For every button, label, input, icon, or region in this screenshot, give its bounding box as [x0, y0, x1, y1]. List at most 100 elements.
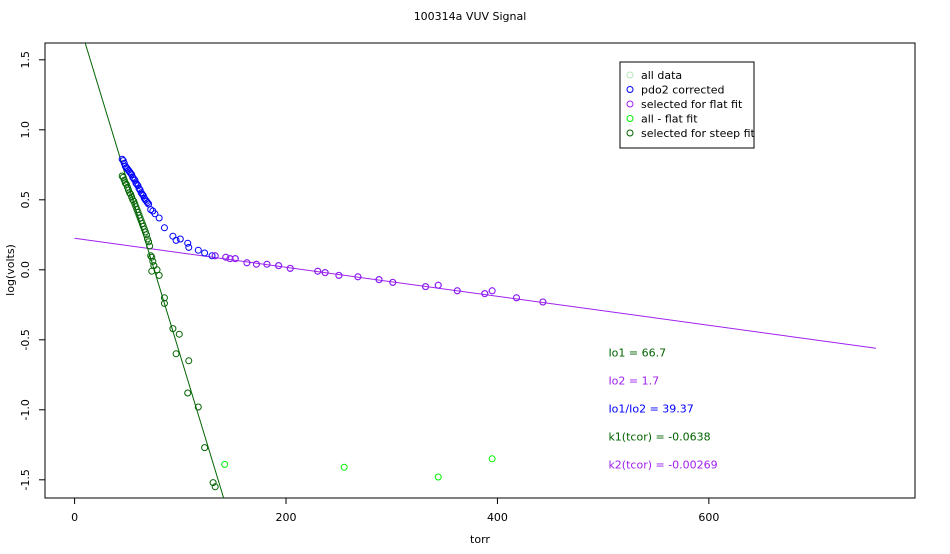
data-point	[146, 242, 154, 250]
data-point	[118, 172, 126, 180]
data-point	[314, 267, 322, 275]
data-points	[118, 155, 547, 491]
data-point	[375, 276, 383, 284]
y-axis: 1.5 1.0 0.5 0.0 -0.5 -1.0 -1.5	[19, 51, 45, 491]
fit-annotation: Io1 = 66.7	[608, 346, 666, 359]
y-tick-label: 1.0	[19, 121, 32, 139]
data-point	[169, 325, 177, 333]
legend-symbol	[626, 115, 634, 122]
x-axis: 0 200 400 600	[71, 498, 719, 524]
data-point	[185, 243, 193, 251]
x-tick-label: 200	[276, 511, 297, 524]
x-axis-label: torr	[470, 533, 490, 546]
data-point	[488, 287, 496, 295]
data-point	[335, 271, 343, 279]
data-point	[208, 252, 216, 260]
data-point	[185, 357, 193, 365]
legend-label: all - flat fit	[641, 113, 698, 126]
data-point	[275, 262, 283, 270]
legend-symbol	[626, 86, 634, 93]
data-point	[172, 236, 180, 244]
fit-lines	[74, 42, 876, 499]
data-point	[184, 389, 192, 397]
data-point	[211, 252, 219, 260]
data-point	[263, 260, 271, 268]
y-tick-label: 1.5	[19, 51, 32, 69]
data-point	[194, 403, 202, 411]
data-point	[222, 253, 230, 261]
data-point	[155, 271, 163, 279]
data-point	[176, 235, 184, 243]
data-point	[211, 483, 219, 491]
data-point	[201, 444, 209, 452]
data-point	[145, 238, 153, 246]
legend-box	[619, 61, 755, 149]
data-point	[160, 299, 168, 307]
data-point	[481, 290, 489, 298]
legend-label: pdo2 corrected	[641, 84, 724, 97]
data-point	[243, 259, 251, 267]
x-tick-label: 0	[71, 511, 78, 524]
data-point	[252, 260, 260, 268]
data-point	[138, 190, 146, 198]
data-point	[422, 283, 430, 291]
data-point	[286, 264, 294, 272]
fit-annotation: Io2 = 1.7	[608, 374, 659, 387]
data-point	[130, 175, 138, 183]
data-point	[169, 232, 177, 240]
fit-line	[74, 237, 876, 349]
fit-annotation: Io1/Io2 = 39.37	[608, 402, 693, 415]
y-tick-label: 0.0	[19, 261, 32, 279]
fit-annotation: k2(tcor) = -0.00269	[608, 458, 717, 471]
x-tick-label: 400	[487, 511, 508, 524]
y-tick-label: -1.0	[19, 399, 32, 420]
legend-symbol	[626, 71, 634, 79]
data-point	[121, 179, 129, 187]
chart-title: 100314a VUV Signal	[414, 10, 527, 23]
data-point	[172, 350, 180, 358]
data-point	[453, 287, 461, 295]
data-point	[434, 281, 442, 289]
data-point	[127, 169, 135, 177]
data-point	[184, 239, 192, 247]
data-point	[148, 253, 156, 261]
fit-annotation: k1(tcor) = -0.0638	[608, 430, 710, 443]
plot-area	[44, 42, 916, 499]
legend-label: selected for flat fit	[641, 98, 743, 111]
data-point	[488, 455, 496, 463]
legend-symbol	[626, 100, 634, 108]
legend-symbol	[626, 129, 634, 137]
data-point	[231, 255, 239, 263]
legend-label: selected for steep fit	[641, 127, 756, 140]
data-point	[201, 249, 209, 257]
data-point	[340, 463, 348, 471]
data-point	[354, 273, 362, 281]
data-point	[126, 189, 134, 197]
data-point	[133, 180, 141, 188]
data-point	[175, 330, 183, 338]
data-point	[194, 246, 202, 254]
data-point	[135, 185, 143, 193]
data-point	[118, 155, 126, 163]
data-point	[221, 460, 229, 468]
data-point	[129, 196, 137, 204]
data-point	[389, 278, 397, 286]
data-point	[226, 255, 234, 263]
data-point	[539, 298, 547, 306]
legend-label: all data	[641, 69, 682, 82]
data-point	[149, 257, 157, 265]
data-point	[209, 479, 217, 487]
data-point	[151, 210, 159, 218]
y-tick-label: 0.5	[19, 191, 32, 209]
fit-annotations: Io1 = 66.7 Io2 = 1.7 Io1/Io2 = 39.37 k1(tco…	[608, 346, 717, 471]
y-tick-label: -1.5	[19, 469, 32, 490]
data-point	[512, 294, 520, 302]
data-point	[160, 224, 168, 232]
data-point	[321, 269, 329, 277]
data-point	[434, 473, 442, 481]
data-point	[155, 214, 163, 222]
data-point	[142, 231, 150, 239]
data-point	[144, 199, 152, 207]
